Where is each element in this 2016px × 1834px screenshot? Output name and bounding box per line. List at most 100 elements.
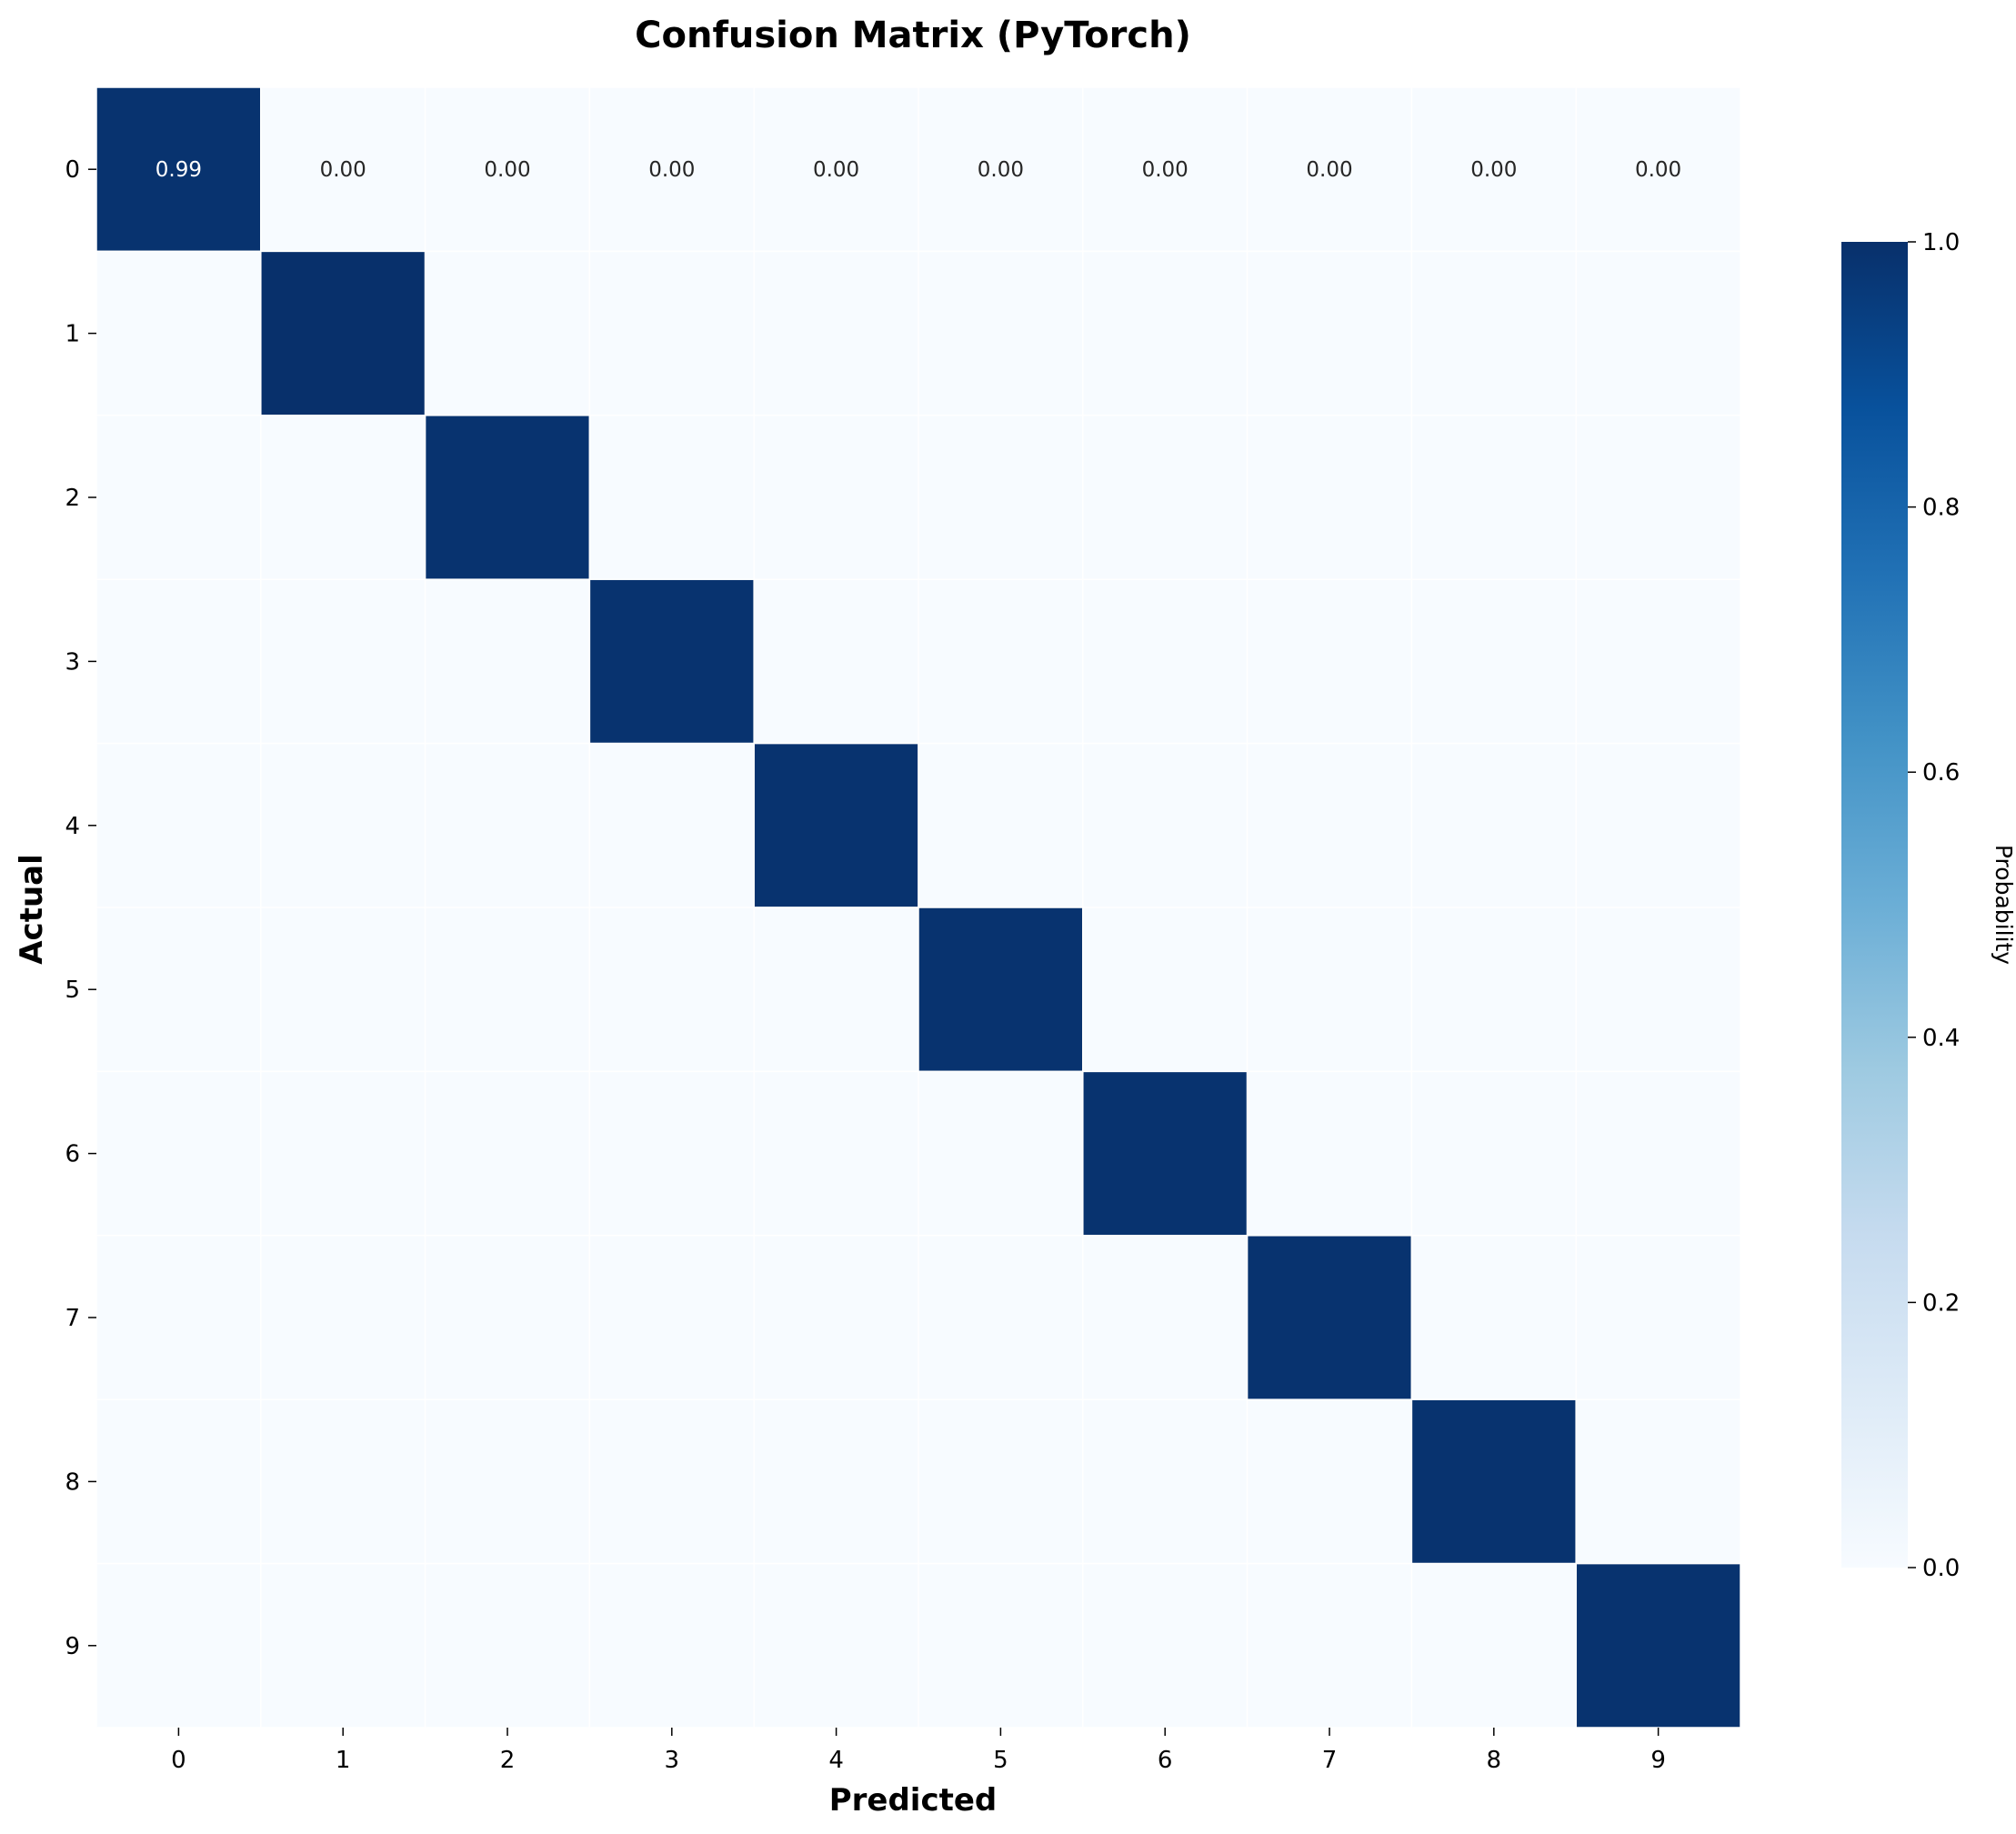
heatmap-cell [1246, 86, 1413, 253]
colorbar-label: Probability [1991, 845, 2016, 965]
colorbar-ticks: 0.0 0.2 0.4 0.6 0.8 1.0 [1908, 229, 1960, 1582]
heatmap-cell [1575, 907, 1741, 1073]
x-tick-label: 1 [336, 1747, 351, 1774]
heatmap-cell [260, 86, 426, 253]
heatmap-cell [1575, 1562, 1741, 1729]
x-tick-label: 7 [1322, 1747, 1338, 1774]
heatmap-cell [1246, 1235, 1413, 1400]
heatmap-cell [260, 907, 426, 1073]
heatmap-cell [1082, 578, 1249, 745]
heatmap-cell [1575, 578, 1741, 745]
heatmap-cell [95, 1562, 262, 1729]
colorbar-tick-label: 0.0 [1922, 1555, 1960, 1582]
heatmap-cell [1082, 742, 1249, 908]
heatmap-cell [1246, 578, 1413, 745]
heatmap-cell [588, 250, 755, 416]
heatmap-cell [424, 86, 591, 253]
heatmap-cell [918, 1398, 1084, 1565]
heatmap-cell [1410, 1398, 1577, 1565]
heatmap-cell [1082, 1235, 1249, 1400]
heatmap-cell [1246, 1398, 1413, 1565]
colorbar-tick-label: 0.8 [1922, 495, 1960, 522]
heatmap-cell [1246, 1070, 1413, 1237]
y-axis-ticks: 0 1 2 3 4 5 6 7 8 9 [65, 156, 96, 1660]
heatmap-cell [1575, 250, 1741, 416]
x-tick-label: 9 [1650, 1747, 1666, 1774]
heatmap-cell [424, 578, 591, 745]
heatmap-cell [95, 578, 262, 745]
heatmap-cell [260, 1070, 426, 1237]
heatmap-cell [260, 1562, 426, 1729]
heatmap-cell [918, 86, 1084, 253]
heatmap-cell [918, 742, 1084, 908]
colorbar-tick-label: 1.0 [1922, 229, 1960, 256]
y-tick-label: 4 [65, 813, 80, 840]
heatmap-cell [1082, 250, 1249, 416]
heatmap-cell [588, 907, 755, 1073]
heatmap-cell [260, 415, 426, 580]
x-tick-label: 2 [500, 1747, 516, 1774]
heatmap-cell [753, 86, 919, 253]
heatmap-cell [1082, 907, 1249, 1073]
y-tick-label: 7 [65, 1305, 80, 1332]
heatmap-cell [95, 415, 262, 580]
y-tick-label: 2 [65, 485, 80, 512]
x-axis-label: Predicted [829, 1782, 998, 1819]
heatmap-cell [1575, 415, 1741, 580]
y-tick-label: 8 [65, 1468, 80, 1496]
colorbar-tick-label: 0.2 [1922, 1289, 1960, 1317]
y-tick-label: 9 [65, 1633, 80, 1660]
heatmap-cell [260, 1235, 426, 1400]
x-tick-label: 4 [828, 1747, 844, 1774]
y-tick-label: 6 [65, 1141, 80, 1168]
y-tick-label: 1 [65, 321, 80, 348]
heatmap-cell [1246, 907, 1413, 1073]
heatmap-cell [95, 907, 262, 1073]
heatmap-cell [753, 1398, 919, 1565]
x-tick-label: 0 [171, 1747, 186, 1774]
y-axis-label: Actual [14, 854, 50, 965]
cell-value-label: 0.00 [1470, 158, 1517, 182]
heatmap-cell [424, 907, 591, 1073]
heatmap-cell [424, 1562, 591, 1729]
chart-title: Confusion Matrix (PyTorch) [635, 15, 1191, 56]
cell-value-label: 0.00 [648, 158, 695, 182]
x-tick-label: 3 [665, 1747, 680, 1774]
cell-value-label: 0.00 [978, 158, 1024, 182]
heatmap-cell [260, 742, 426, 908]
heatmap-cell [1575, 1070, 1741, 1237]
cell-value-label: 0.00 [813, 158, 859, 182]
colorbar-gradient [1841, 242, 1908, 1568]
heatmap-cell [1082, 1070, 1249, 1237]
heatmap-cell [1246, 415, 1413, 580]
cell-value-label: 0.00 [484, 158, 530, 182]
heatmap-cell [1410, 1235, 1577, 1400]
heatmap-cell [918, 1070, 1084, 1237]
x-tick-label: 6 [1158, 1747, 1173, 1774]
heatmap-cell [588, 86, 755, 253]
x-axis-ticks: 0 1 2 3 4 5 6 7 8 9 [171, 1728, 1666, 1774]
heatmap-cell [1575, 1398, 1741, 1565]
heatmap-cell [95, 1398, 262, 1565]
heatmap-cell [588, 1235, 755, 1400]
colorbar-tick-label: 0.4 [1922, 1025, 1960, 1052]
cell-value-label: 0.99 [155, 158, 202, 182]
heatmap-cell [918, 1235, 1084, 1400]
heatmap-cell [424, 742, 591, 908]
heatmap-cell-labels: 0.99 0.00 0.00 0.00 0.00 0.00 0.00 0.00 0.00 0.00 [155, 158, 1681, 182]
heatmap-cell [588, 742, 755, 908]
heatmap-cell [1246, 1562, 1413, 1729]
heatmap-cell [1575, 1235, 1741, 1400]
heatmap-cell [588, 1070, 755, 1237]
x-tick-label: 5 [993, 1747, 1008, 1774]
heatmap-cell [753, 250, 919, 416]
heatmap-cell [95, 86, 262, 253]
heatmap-cell [1410, 415, 1577, 580]
heatmap-cell [1410, 1070, 1577, 1237]
heatmap-cell [1410, 250, 1577, 416]
heatmap-cell [1082, 1562, 1249, 1729]
heatmap-cell [753, 578, 919, 745]
heatmap-cell [1410, 742, 1577, 908]
